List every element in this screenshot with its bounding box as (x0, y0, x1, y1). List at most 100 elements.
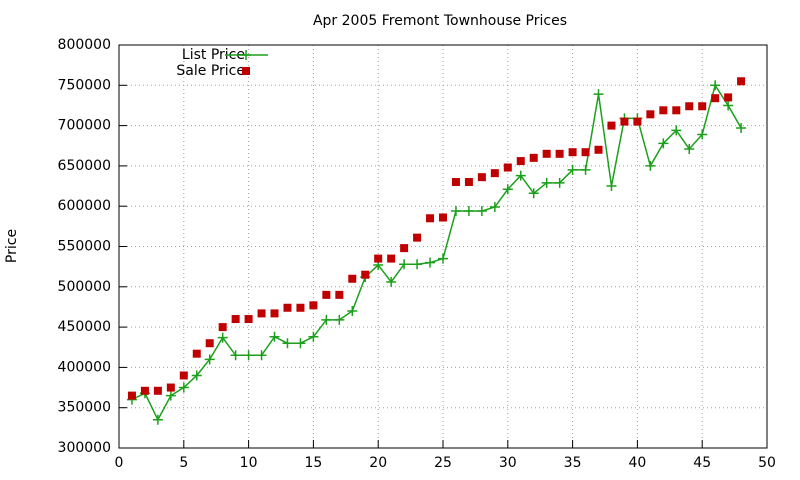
data-point (178, 382, 189, 393)
data-point (698, 102, 707, 111)
x-tick-label: 25 (434, 455, 452, 471)
y-tick-label: 300000 (58, 440, 111, 456)
data-point (374, 254, 383, 263)
data-point (593, 89, 604, 100)
data-point (399, 259, 410, 270)
y-tick-label: 350000 (58, 400, 111, 416)
data-point (463, 206, 474, 217)
data-point (724, 93, 733, 102)
data-point (529, 153, 538, 162)
data-point (645, 160, 656, 171)
data-point (127, 391, 136, 400)
data-point (450, 206, 461, 217)
y-axis-label: Price (4, 229, 20, 263)
data-point (192, 349, 201, 358)
data-point (606, 181, 617, 192)
data-point (554, 177, 565, 188)
y-tick-label: 400000 (58, 359, 111, 375)
data-point (282, 338, 293, 349)
data-point (671, 125, 682, 136)
data-point (152, 414, 163, 425)
data-point (165, 390, 176, 401)
data-point (335, 290, 344, 299)
x-tick-label: 50 (758, 455, 776, 471)
data-point (166, 383, 175, 392)
y-tick-label: 450000 (58, 319, 111, 335)
data-point (426, 214, 435, 223)
data-point (620, 117, 629, 126)
x-tick-label: 45 (693, 455, 711, 471)
data-point (270, 309, 279, 318)
data-point (633, 117, 642, 126)
y-tick-label: 800000 (58, 37, 111, 53)
y-tick-label: 750000 (58, 77, 111, 93)
data-point (528, 188, 539, 199)
data-point (489, 202, 500, 213)
data-point (568, 148, 577, 157)
data-point (646, 110, 655, 119)
data-point (515, 170, 526, 181)
data-point (217, 332, 228, 343)
data-point (412, 259, 423, 270)
legend-marker (241, 50, 251, 60)
data-point (542, 149, 551, 158)
data-point (218, 323, 227, 332)
data-point (541, 177, 552, 188)
x-tick-label: 15 (304, 455, 322, 471)
data-point (477, 173, 486, 182)
legend-marker (242, 67, 250, 75)
x-tick-label: 35 (564, 455, 582, 471)
x-tick-label: 10 (240, 455, 258, 471)
data-point (413, 233, 422, 242)
data-point (490, 169, 499, 178)
data-point (502, 184, 513, 195)
data-point (140, 386, 149, 395)
data-point (658, 138, 669, 149)
y-tick-label: 650000 (58, 158, 111, 174)
data-point (580, 164, 591, 175)
data-point (607, 121, 616, 130)
legend-label: List Price (182, 47, 245, 63)
data-point (451, 178, 460, 187)
data-point (334, 314, 345, 325)
data-point (347, 305, 358, 316)
data-point (672, 106, 681, 115)
data-point (256, 350, 267, 361)
data-point (204, 354, 215, 365)
data-point (516, 157, 525, 166)
data-point (555, 149, 564, 158)
data-point (736, 123, 747, 134)
data-point (283, 303, 292, 312)
legend-label: Sale Price (176, 63, 245, 79)
y-tick-label: 700000 (58, 118, 111, 134)
y-tick-label: 550000 (58, 239, 111, 255)
data-point (179, 371, 188, 380)
plot-frame (118, 44, 768, 449)
x-tick-label: 30 (499, 455, 517, 471)
x-tick-label: 20 (369, 455, 387, 471)
data-point (191, 370, 202, 381)
data-point (723, 100, 734, 111)
y-tick-label: 500000 (58, 279, 111, 295)
data-point (711, 94, 720, 103)
data-point (257, 309, 266, 318)
data-point (737, 77, 746, 86)
data-point (308, 331, 319, 342)
data-point (321, 314, 332, 325)
data-point (685, 102, 694, 111)
data-point (659, 106, 668, 115)
data-point (231, 315, 240, 324)
data-point (361, 270, 370, 279)
data-point (322, 290, 331, 299)
data-point (230, 350, 241, 361)
data-point (244, 315, 253, 324)
x-tick-label: 40 (628, 455, 646, 471)
data-point (567, 164, 578, 175)
data-point (439, 213, 447, 222)
chart-title: Apr 2005 Fremont Townhouse Prices (313, 13, 567, 29)
data-point (476, 206, 487, 217)
data-point (710, 80, 721, 91)
data-line (131, 83, 742, 422)
data-point (205, 339, 214, 348)
